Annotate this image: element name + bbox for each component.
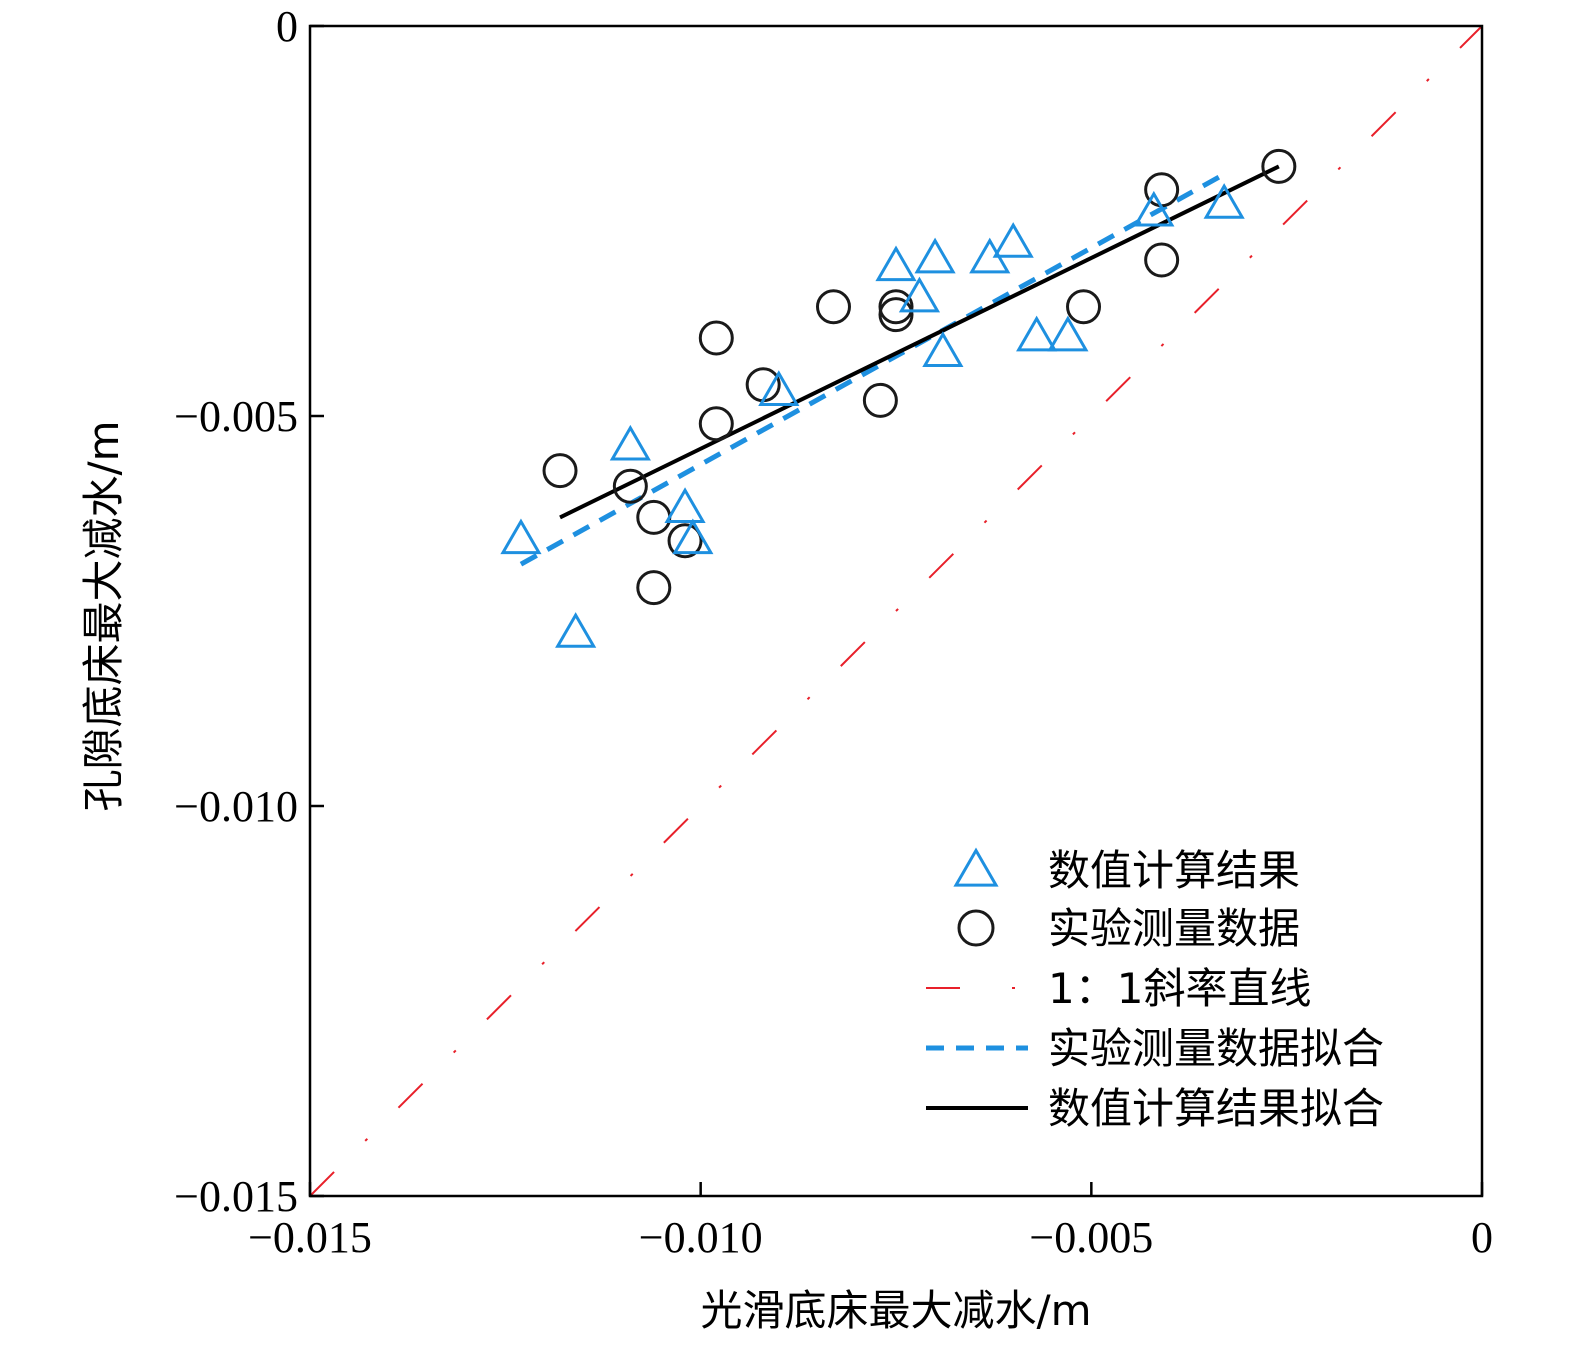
x-tick-label: −0.005 [1029,1213,1153,1262]
num-fit-line [559,164,1280,520]
numerical-point [758,370,800,406]
legend-marker-triangle [953,847,999,887]
experimental-point [612,468,648,504]
numerical-point [609,424,651,461]
experimental-point [542,453,578,489]
legend-label-num-fit: 数值计算结果拟合 [1048,1084,1384,1133]
experimental-point [815,289,851,325]
numerical-point [875,245,917,282]
numerical-point [898,276,941,313]
y-tick-label: −0.015 [174,1172,298,1221]
experimental-point [698,320,734,356]
x-tick-label: −0.015 [248,1213,372,1262]
y-tick-label: −0.005 [174,392,298,441]
numerical-point [1133,190,1175,227]
identity-line [309,25,1483,1197]
legend-triangle-icon [953,847,999,887]
numerical-point [992,222,1034,258]
experimental-point [862,382,898,418]
x-tick-label: 0 [1471,1213,1493,1262]
experimental-point [878,297,914,333]
numerical-point [672,518,714,555]
axis-ticks-layer: −0.015 −0.010 −0.005 0 −0.015 −0.010 −0.005 0 [174,2,1493,1262]
numerical-point [1047,315,1089,352]
experimental-point [878,289,914,325]
experimental-point [636,570,672,606]
plot-frame [308,24,1484,1198]
numerical-point [1203,183,1245,219]
x-axis-title: 光滑底床最大减水/m [700,1286,1091,1335]
experimental-point [1144,242,1180,278]
legend-marker-circle [957,909,995,947]
exp-fit-line [519,172,1226,567]
experimental-point [1261,148,1297,184]
legend-label-identity-line: 1：1斜率直线 [1048,964,1311,1013]
data-points-layer [500,148,1297,648]
experimental-point [698,406,734,442]
experimental-point [745,367,781,403]
legend-label-experimental: 实验测量数据 [1048,904,1300,953]
fit-lines-layer [309,25,1483,1197]
legend-label-numerical: 数值计算结果 [1048,846,1300,895]
numerical-point [914,237,956,274]
legend-circle-icon [957,909,995,947]
y-tick-label: −0.010 [174,782,298,831]
numerical-point [664,487,706,523]
numerical-point [500,518,542,555]
legend-label-exp-fit: 实验测量数据拟合 [1048,1024,1384,1073]
x-tick-label: −0.010 [639,1213,763,1262]
numerical-point [1016,315,1058,352]
experimental-point [667,523,703,559]
numerical-point [922,331,964,367]
experimental-point [636,499,672,535]
y-axis-title: 孔隙底床最大减水/m [79,420,128,811]
numerical-point [555,612,597,648]
experimental-point [1066,289,1102,325]
legend: 数值计算结果 实验测量数据 1：1斜率直线 实验测量数据拟合 数值计算结果拟合 [926,846,1384,1133]
y-tick-label: 0 [276,2,298,51]
